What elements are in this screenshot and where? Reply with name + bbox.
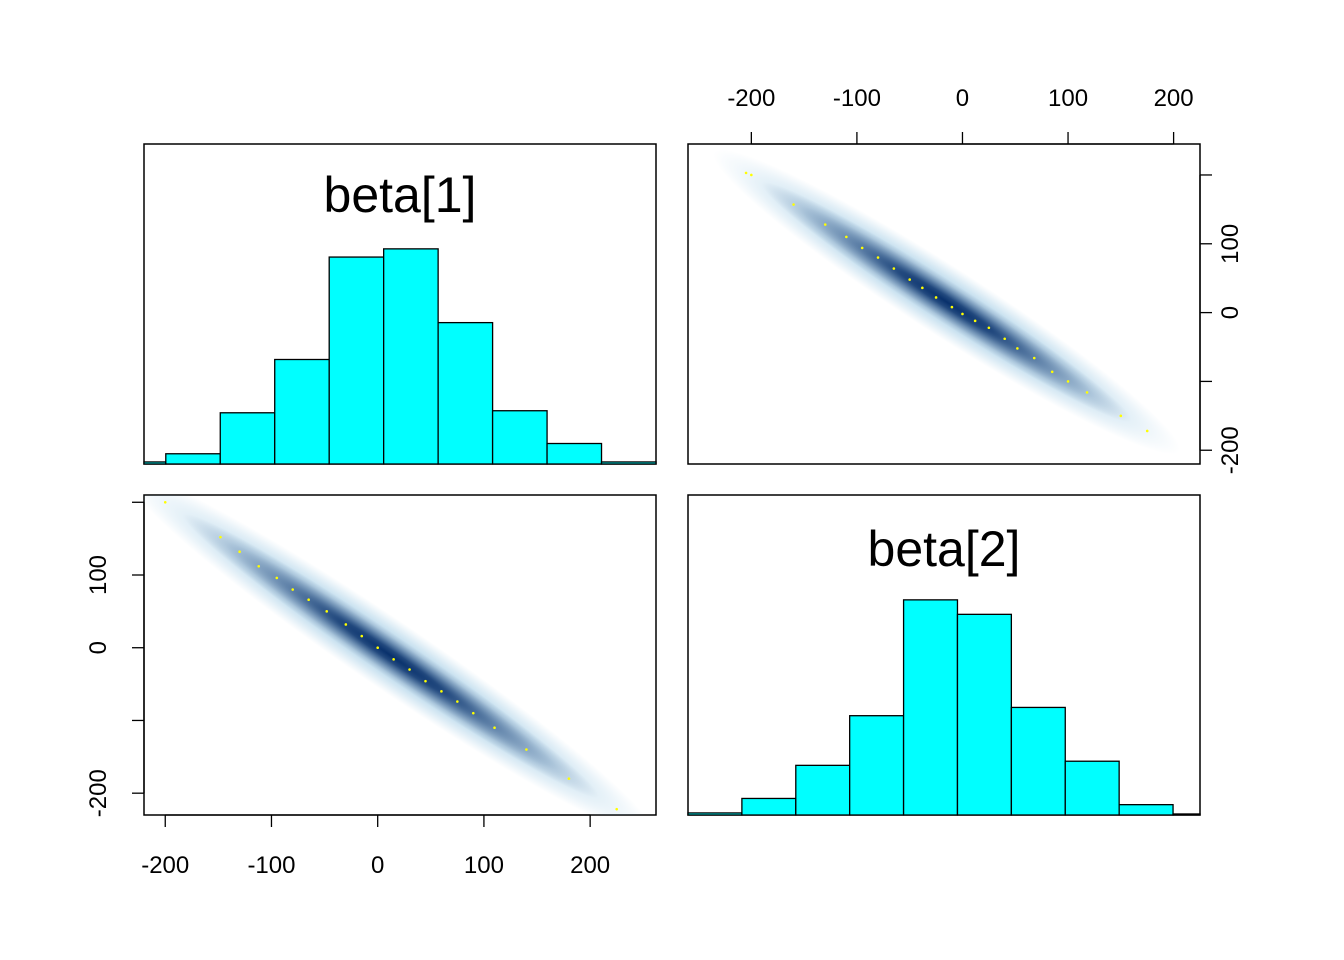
scatter-point [750, 173, 753, 177]
x-tick-label: 100 [1048, 85, 1088, 112]
y-axis-right: -200 0 100 [1199, 174, 1244, 474]
y-tick-label: 0 [1217, 306, 1244, 319]
scatter-point [325, 610, 329, 613]
scatter-point [1032, 356, 1036, 360]
scatter-point [275, 576, 279, 580]
y-tick-label: -200 [85, 769, 112, 817]
x-tick-label: -200 [141, 852, 189, 879]
histogram-bars [143, 248, 657, 465]
histogram-bar [741, 797, 797, 816]
scatter-point [1119, 414, 1123, 418]
scatter-point [1050, 370, 1054, 374]
x-axis-bottom: -200 -100 0 100 200 [141, 814, 610, 879]
histogram-bar [902, 599, 959, 816]
scatter-point [291, 588, 295, 591]
scatter-points [163, 500, 618, 811]
scatter-point [892, 267, 896, 270]
scatter-point [1085, 391, 1089, 394]
density-core [182, 513, 599, 798]
scatter-point [567, 777, 571, 780]
panel-histogram-beta1: beta[1] [143, 143, 657, 465]
histogram-bar [795, 764, 851, 816]
histogram-bars [687, 599, 1201, 816]
scatter-point [1003, 337, 1006, 341]
scatter-point [845, 235, 848, 239]
scatter-point [876, 256, 880, 259]
scatter-point [934, 296, 938, 299]
scatter-point [1066, 380, 1070, 383]
histogram-bar [437, 321, 494, 465]
x-tick-label: 100 [464, 852, 504, 879]
panel-title: beta[1] [324, 167, 477, 223]
scatter-point [973, 319, 977, 323]
x-tick-label: -100 [247, 852, 295, 879]
histogram-bar [143, 461, 167, 465]
scatter-point [961, 312, 964, 316]
scatter-point [408, 668, 411, 671]
scatter-point [163, 500, 167, 504]
scatter-point [440, 690, 443, 693]
density-band [144, 495, 654, 815]
histogram-bar [1172, 813, 1201, 816]
scatter-point [744, 171, 748, 175]
panel-title: beta[2] [868, 521, 1021, 577]
scatter-point [921, 286, 924, 290]
scatter-point [456, 700, 459, 703]
histogram-bar [1064, 760, 1120, 816]
y-tick-label: 0 [85, 641, 112, 654]
histogram-bar [219, 412, 276, 465]
density-core [761, 182, 1132, 422]
histogram-bar [328, 256, 385, 465]
histogram-bar [600, 461, 657, 465]
panel-scatter-top-right: -200 -100 0 100 200 -200 0 100 [687, 85, 1244, 474]
x-tick-label: -200 [727, 85, 775, 112]
scatter-point [1016, 347, 1019, 350]
scatter-point [219, 535, 222, 539]
histogram-bar [546, 442, 603, 465]
scatter-point [307, 598, 310, 602]
scatter-point [615, 807, 618, 811]
y-axis-left: -200 0 100 [85, 501, 145, 817]
y-tick-label: -200 [1217, 426, 1244, 474]
histogram-bar [383, 248, 439, 465]
density-band [713, 149, 1181, 455]
x-tick-label: 0 [956, 85, 969, 112]
scatter-point [360, 634, 364, 638]
x-tick-label: 200 [570, 852, 610, 879]
x-axis-top: -200 -100 0 100 200 [727, 85, 1194, 145]
scatter-point [860, 246, 864, 250]
panel-scatter-bottom-left: -200 -100 0 100 200 -200 0 100 [85, 494, 657, 879]
scatter-point [823, 223, 827, 226]
scatter-point [344, 623, 348, 626]
histogram-bar [165, 453, 221, 465]
histogram-bar [1118, 804, 1174, 816]
histogram-bar [687, 812, 743, 816]
scatter-point [392, 658, 395, 661]
panel-histogram-beta2: beta[2] [687, 494, 1201, 816]
histogram-bar [1010, 706, 1066, 816]
histogram-bar [491, 410, 548, 465]
scatter-point [257, 564, 261, 568]
histogram-bar [274, 358, 330, 465]
histogram-bar [956, 613, 1013, 816]
scatter-point [493, 726, 496, 730]
scatter-point [908, 278, 911, 281]
x-tick-label: 0 [371, 852, 384, 879]
scatter-point [1145, 429, 1149, 433]
scatter-points [744, 171, 1149, 433]
scatter-point [471, 711, 475, 715]
x-tick-label: -100 [833, 85, 881, 112]
scatter-point [950, 305, 954, 309]
scatter-point [376, 646, 379, 650]
y-tick-label: 100 [85, 555, 112, 595]
scatter-point [238, 550, 241, 554]
scatter-point [525, 748, 528, 751]
scatter-point [424, 679, 427, 683]
scatter-point [987, 326, 991, 330]
x-tick-label: 200 [1154, 85, 1194, 112]
histogram-bar [849, 715, 905, 816]
scatter-point [792, 203, 795, 206]
y-tick-label: 100 [1217, 224, 1244, 264]
